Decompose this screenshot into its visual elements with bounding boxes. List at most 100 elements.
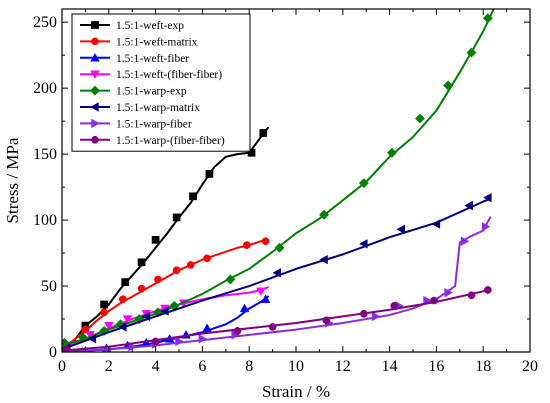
y-tick-label: 150	[33, 146, 57, 163]
data-point	[99, 325, 110, 336]
data-point	[483, 192, 492, 203]
legend-label: 1.5:1-warp-matrix	[116, 102, 200, 114]
data-point	[467, 291, 476, 300]
legend-item: 1.5:1-weft-fiber	[80, 53, 189, 65]
series-line-2	[62, 240, 269, 350]
series-layer	[62, 9, 495, 352]
series-2	[62, 237, 270, 350]
data-point	[259, 129, 268, 137]
x-tick-label: 6	[198, 358, 206, 375]
legend-marker	[90, 70, 100, 80]
data-point	[186, 261, 195, 269]
legend-label: 1.5:1-weft-matrix	[116, 36, 198, 48]
legend-item: 1.5:1-weft-exp	[80, 20, 184, 32]
legend-item: 1.5:1-weft-(fiber-fiber)	[80, 69, 222, 81]
y-tick-label: 100	[33, 212, 57, 229]
legend-box	[71, 13, 251, 152]
series-1	[62, 126, 269, 351]
legend-marker	[91, 21, 99, 29]
data-point	[464, 200, 473, 211]
x-tick-label: 18	[475, 358, 491, 375]
data-point	[431, 219, 441, 229]
data-point	[151, 337, 160, 346]
series-line-8	[62, 287, 492, 352]
data-point	[358, 178, 369, 189]
data-point	[202, 323, 212, 332]
data-point	[268, 323, 277, 331]
series-line-1	[62, 126, 269, 351]
legend-marker	[91, 118, 100, 129]
series-line-6	[62, 197, 492, 351]
series-5	[62, 9, 495, 348]
data-point	[247, 148, 256, 157]
legend-label: 1.5:1-weft-(fiber-fiber)	[116, 69, 222, 81]
data-point	[100, 308, 108, 317]
data-point	[443, 80, 454, 91]
data-point	[390, 301, 399, 310]
data-point	[371, 311, 381, 322]
data-point	[198, 334, 208, 344]
data-point	[141, 311, 150, 322]
legend-item: 1.5:1-warp-(fiber-fiber)	[80, 135, 225, 147]
data-point	[359, 239, 368, 249]
data-point	[62, 345, 71, 352]
data-point	[261, 237, 270, 246]
data-point	[260, 294, 271, 303]
x-tick-label: 4	[152, 358, 160, 375]
legend-label: 1.5:1-warp-(fiber-fiber)	[116, 135, 225, 147]
legend-label: 1.5:1-warp-exp	[116, 86, 187, 98]
data-point	[239, 303, 250, 313]
data-point	[414, 113, 426, 124]
legend-item: 1.5:1-warp-fiber	[80, 118, 192, 130]
legend: 1.5:1-weft-exp 1.5:1-weft-matrix 1.5:1-wef…	[71, 13, 251, 152]
data-point	[175, 336, 184, 347]
data-point	[203, 254, 211, 263]
data-point	[386, 147, 397, 158]
data-point	[137, 258, 146, 267]
data-point	[466, 47, 477, 58]
data-point	[189, 192, 197, 201]
data-point	[160, 306, 169, 316]
data-point	[172, 213, 181, 222]
data-point	[122, 315, 133, 324]
data-point	[154, 275, 162, 284]
legend-item: 1.5:1-warp-matrix	[80, 102, 200, 114]
data-point	[430, 296, 438, 305]
data-point	[272, 268, 281, 278]
data-point	[121, 278, 130, 286]
y-tick-label: 250	[33, 14, 57, 31]
data-point	[225, 274, 236, 285]
x-tick-label: 20	[522, 358, 538, 375]
data-point	[151, 236, 160, 244]
x-tick-label: 0	[58, 358, 66, 375]
series-7	[62, 216, 492, 352]
x-axis-title: Strain / %	[262, 382, 330, 401]
y-tick-label: 0	[49, 344, 57, 361]
legend-label: 1.5:1-weft-fiber	[116, 53, 189, 65]
y-tick-label: 200	[33, 80, 57, 97]
data-point	[233, 327, 242, 335]
data-point	[444, 287, 453, 298]
y-axis-title: Stress / MPa	[3, 137, 22, 223]
x-tick-label: 16	[428, 358, 444, 375]
x-tick-label: 10	[288, 358, 304, 375]
legend-item: 1.5:1-warp-exp	[80, 85, 187, 98]
data-point	[482, 13, 493, 24]
data-point	[104, 321, 114, 331]
x-tick-label: 8	[245, 358, 253, 375]
legend-marker	[91, 37, 99, 46]
data-point	[205, 170, 214, 178]
data-point	[319, 209, 330, 220]
y-tick-label: 50	[41, 278, 57, 295]
data-point	[460, 236, 470, 246]
data-point	[319, 254, 328, 265]
legend-label: 1.5:1-weft-exp	[116, 20, 184, 32]
data-point	[243, 241, 251, 249]
x-tick-label: 2	[105, 358, 113, 375]
data-point	[137, 284, 146, 293]
legend-item: 1.5:1-weft-matrix	[80, 36, 198, 48]
data-point	[118, 295, 127, 304]
data-point	[322, 316, 331, 325]
